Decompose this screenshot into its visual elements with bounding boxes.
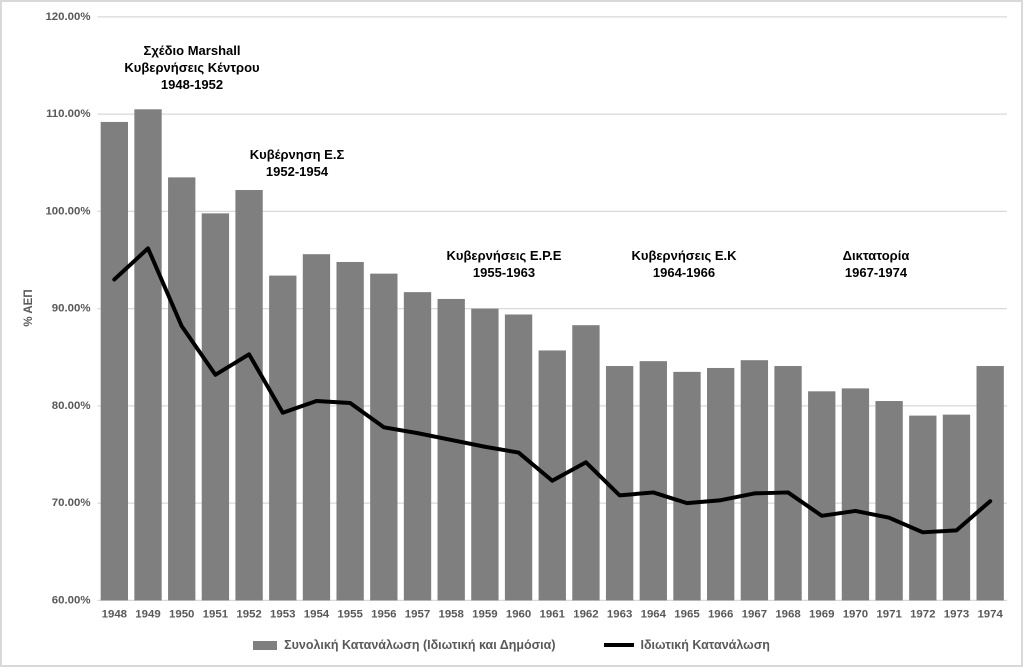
bar [403, 292, 432, 601]
bar [808, 391, 836, 601]
line-series-swatch [603, 643, 634, 647]
x-tick-label: 1951 [203, 608, 229, 620]
legend-item-private-consumption: Ιδιωτική Κατανάλωση [603, 638, 770, 652]
x-tick-label: 1969 [809, 608, 834, 620]
bar [841, 388, 870, 601]
y-tick-label: 70.00% [52, 497, 91, 509]
bar [437, 298, 465, 601]
bar [235, 190, 263, 601]
x-tick-label: 1957 [405, 608, 430, 620]
x-tick-label: 1959 [472, 608, 497, 620]
x-tick-label: 1958 [438, 608, 463, 620]
bar [707, 367, 735, 601]
x-tick-label: 1950 [169, 608, 194, 620]
bar [336, 261, 364, 601]
bar [673, 371, 701, 601]
x-tick-label: 1971 [876, 608, 902, 620]
y-tick-label: 60.00% [52, 594, 91, 606]
x-tick-label: 1970 [843, 608, 868, 620]
bar [504, 314, 533, 601]
bar [302, 254, 331, 601]
bar-series-layer [100, 109, 1004, 601]
x-tick-label: 1960 [506, 608, 531, 620]
bar-series-swatch [253, 640, 278, 650]
chart-annotation: Κυβερνήσεις Ε.Κ 1964-1966 [631, 248, 737, 280]
x-tick-label: 1953 [270, 608, 295, 620]
x-tick-label: 1962 [573, 608, 598, 620]
bar [875, 401, 903, 601]
bar [605, 366, 634, 601]
line-series-layer [112, 246, 993, 535]
bar [774, 366, 802, 601]
y-tick-label: 120.00% [45, 11, 90, 23]
chart-annotation: Κυβέρνηση Ε.Σ 1952-1954 [249, 147, 345, 179]
bar [471, 308, 499, 601]
x-tick-label: 1961 [540, 608, 566, 620]
bar [201, 213, 230, 601]
chart-annotation: Κυβερνήσεις Ε.Ρ.Ε 1955-1963 [446, 248, 562, 280]
x-tick-label: 1973 [944, 608, 969, 620]
chart-annotation: Δικτατορία 1967-1974 [842, 248, 910, 280]
bar [134, 109, 162, 601]
bar [976, 366, 1004, 601]
x-tick-label: 1966 [708, 608, 733, 620]
bar [740, 360, 769, 601]
x-tick-label: 1949 [135, 608, 160, 620]
x-tick-label: 1974 [977, 608, 1003, 620]
x-tick-label: 1955 [337, 608, 363, 620]
x-tick-label: 1964 [641, 608, 667, 620]
bar [269, 275, 297, 601]
y-tick-label: 80.00% [52, 400, 91, 412]
y-tick-label: 100.00% [45, 205, 90, 217]
chart-legend: Συνολική Κατανάλωση (Ιδιωτική και Δημόσι… [2, 638, 1021, 652]
legend-item-total-consumption: Συνολική Κατανάλωση (Ιδιωτική και Δημόσι… [253, 638, 556, 652]
bar [370, 273, 398, 601]
x-tick-label: 1972 [910, 608, 935, 620]
y-axis-tick-labels: 60.00% 70.00% 80.00% 90.00% 100.00% 110.00% 12… [45, 11, 90, 606]
x-axis-tick-labels: 1948 1949 1950 1951 1952 1953 1954 1955 1956 1957… [102, 608, 1004, 620]
legend-label: Ιδιωτική Κατανάλωση [640, 638, 770, 652]
y-tick-label: 110.00% [46, 108, 90, 120]
bar [909, 415, 937, 601]
chart-annotation: Σχέδιο Marshall Κυβερνήσεις Κέντρου 1948… [124, 43, 260, 92]
bar [168, 177, 196, 601]
x-tick-label: 1948 [102, 608, 127, 620]
y-tick-label: 90.00% [52, 303, 91, 315]
x-tick-label: 1956 [371, 608, 396, 620]
bar [100, 121, 129, 601]
bar [639, 361, 667, 601]
line-series [112, 246, 993, 535]
x-tick-label: 1952 [236, 608, 261, 620]
legend-label: Συνολική Κατανάλωση (Ιδιωτική και Δημόσι… [284, 638, 556, 652]
x-tick-label: 1968 [775, 608, 800, 620]
bar [942, 414, 971, 601]
x-tick-label: 1965 [674, 608, 700, 620]
x-tick-label: 1967 [742, 608, 767, 620]
x-tick-label: 1963 [607, 608, 632, 620]
y-axis-title: % ΑΕΠ [23, 289, 35, 327]
x-tick-label: 1954 [304, 608, 330, 620]
